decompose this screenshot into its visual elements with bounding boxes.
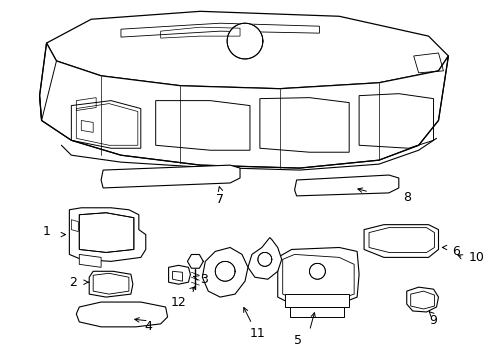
Text: 6: 6 <box>451 245 459 258</box>
Polygon shape <box>46 11 447 89</box>
Polygon shape <box>89 271 133 297</box>
Text: 10: 10 <box>468 251 483 264</box>
Polygon shape <box>187 255 203 268</box>
Polygon shape <box>101 165 240 188</box>
Polygon shape <box>257 252 271 266</box>
Polygon shape <box>289 307 344 317</box>
Polygon shape <box>76 302 167 327</box>
Polygon shape <box>69 208 145 261</box>
Polygon shape <box>202 247 247 297</box>
Polygon shape <box>277 247 358 304</box>
Polygon shape <box>79 213 134 252</box>
Text: 2: 2 <box>69 276 77 289</box>
Polygon shape <box>309 264 325 279</box>
Polygon shape <box>284 294 348 307</box>
Polygon shape <box>406 287 438 312</box>
Text: 8: 8 <box>402 192 410 204</box>
Polygon shape <box>215 261 235 281</box>
Text: 1: 1 <box>42 225 50 238</box>
Polygon shape <box>364 225 438 257</box>
Text: 11: 11 <box>249 327 265 340</box>
Polygon shape <box>79 255 101 267</box>
Polygon shape <box>247 238 281 279</box>
Text: 5: 5 <box>293 334 301 347</box>
Text: 4: 4 <box>144 320 152 333</box>
Polygon shape <box>40 43 447 168</box>
Text: 7: 7 <box>216 193 224 206</box>
Text: 9: 9 <box>429 314 437 327</box>
Text: 12: 12 <box>170 296 186 309</box>
Polygon shape <box>227 23 263 59</box>
Polygon shape <box>294 175 398 196</box>
Text: 3: 3 <box>200 273 208 286</box>
Polygon shape <box>168 265 190 284</box>
